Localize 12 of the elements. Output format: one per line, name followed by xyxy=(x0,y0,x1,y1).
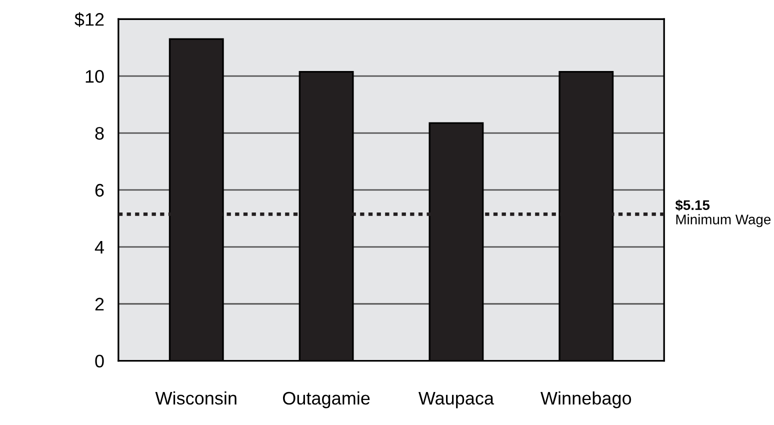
x-tick-label: Waupaca xyxy=(418,392,494,408)
y-tick-label: 8 xyxy=(95,126,104,140)
x-tick-label: Wisconsin xyxy=(155,391,236,405)
y-tick-label: 10 xyxy=(86,70,104,83)
y-tick-label: $12 xyxy=(74,12,104,27)
x-tick-label: Winnebago xyxy=(540,391,632,408)
y-tick-label: 4 xyxy=(94,241,104,254)
ref-line-label: $5.15 Minimum Wage xyxy=(675,200,771,228)
x-tick-label: Outagamie xyxy=(282,391,370,408)
y-tick-label: 0 xyxy=(95,354,104,368)
y-tick-label: 2 xyxy=(95,298,104,310)
y-tick-label: 6 xyxy=(95,184,104,197)
